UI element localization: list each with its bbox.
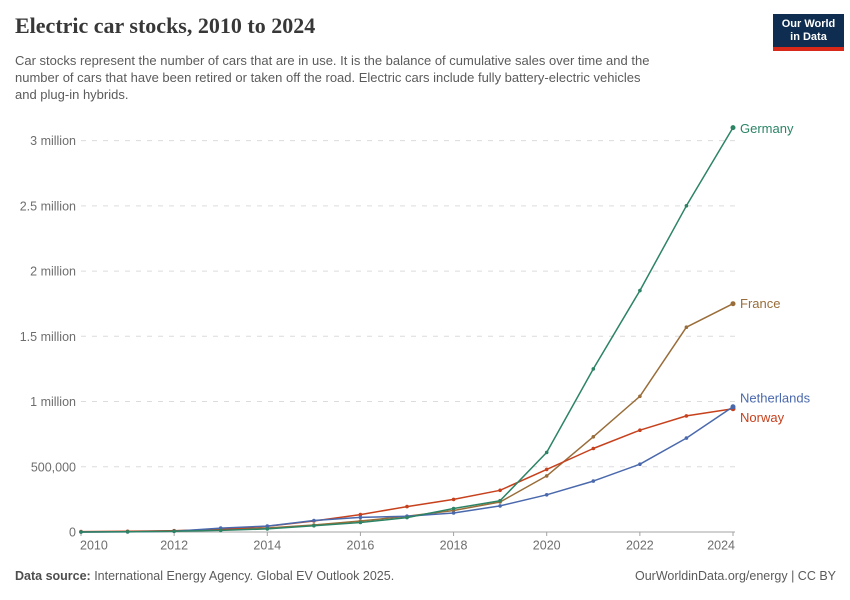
owid-logo[interactable]: Our World in Data (773, 14, 844, 51)
series-line-france[interactable] (80, 303, 734, 533)
series-label-france[interactable]: France (740, 296, 780, 311)
series-point-norway (405, 504, 409, 509)
series-point-germany (218, 528, 223, 533)
series-point-france (638, 394, 642, 399)
x-tick-label: 2020 (533, 539, 561, 553)
series-point-germany (405, 515, 409, 520)
series-point-germany (498, 498, 502, 503)
series-point-germany (591, 367, 596, 371)
x-tick-label: 2014 (253, 539, 281, 553)
subtitle-line: number of cars that have been retired or… (15, 70, 641, 85)
x-tick-label: 2010 (80, 539, 108, 553)
series-point-france (544, 474, 549, 478)
series-point-france (730, 301, 736, 307)
x-tick-label: 2012 (160, 539, 188, 553)
series-point-netherlands (591, 479, 596, 483)
x-tick-label: 2016 (347, 539, 375, 553)
y-tick-label: 2 million (30, 265, 76, 279)
series-point-netherlands (638, 462, 642, 467)
series-label-netherlands[interactable]: Netherlands (740, 390, 811, 405)
owid-logo-line2: in Data (790, 31, 827, 43)
series-point-netherlands (312, 518, 316, 523)
series-point-norway (638, 428, 642, 433)
series-point-netherlands (451, 511, 456, 515)
series-point-netherlands (544, 493, 549, 497)
y-tick-label: 2.5 million (20, 199, 76, 213)
series-label-norway[interactable]: Norway (740, 410, 785, 425)
series-point-netherlands (684, 436, 689, 440)
owid-logo-line1: Our World (781, 18, 836, 30)
series-line-germany[interactable] (80, 127, 734, 533)
series-point-germany (265, 527, 270, 531)
series-point-germany (684, 204, 689, 208)
series-point-germany (544, 450, 549, 455)
y-tick-label: 0 (69, 526, 76, 540)
chart-title: Electric car stocks, 2010 to 2024 (15, 13, 316, 38)
series-point-germany (451, 506, 456, 511)
series-point-germany (125, 530, 130, 534)
series-point-germany (730, 125, 736, 131)
series-point-norway (358, 512, 363, 517)
series-point-norway (544, 467, 549, 472)
series-line-norway[interactable] (80, 407, 734, 533)
subtitle-line: and plug-in hybrids. (15, 87, 129, 102)
y-tick-label: 3 million (30, 134, 76, 148)
series-point-germany (172, 529, 176, 534)
credit-link[interactable]: OurWorldinData.org/energy | CC BY (634, 569, 836, 583)
series-line-netherlands[interactable] (80, 406, 734, 533)
series-point-netherlands (498, 504, 502, 508)
data-source-text: International Energy Agency. Global EV O… (90, 569, 395, 583)
series-point-france (684, 325, 689, 330)
subtitle-line: Car stocks represent the number of cars … (15, 53, 650, 68)
y-tick-label: 1 million (30, 395, 76, 409)
series-point-france (591, 435, 596, 439)
series-point-germany (638, 288, 642, 293)
x-tick-label: 2018 (440, 539, 468, 553)
data-source-label: Data source: (15, 569, 91, 583)
series-point-netherlands (358, 515, 363, 520)
series-label-germany[interactable]: Germany (740, 121, 794, 136)
series-point-germany (312, 523, 316, 528)
chart-subtitle: Car stocks represent the number of cars … (15, 52, 747, 103)
series-point-germany (79, 530, 83, 534)
series-point-norway (591, 446, 596, 451)
y-tick-label: 1.5 million (20, 330, 76, 344)
series-point-norway (451, 497, 456, 502)
series-point-netherlands (265, 524, 270, 528)
data-source: Data source: International Energy Agency… (15, 569, 394, 583)
y-tick-label: 500,000 (31, 460, 76, 474)
x-tick-label: 2024 (707, 539, 735, 553)
series-point-germany (358, 520, 363, 525)
series-point-norway (684, 414, 689, 418)
x-tick-label: 2022 (626, 539, 654, 553)
series-point-netherlands (730, 404, 736, 410)
series-point-norway (498, 488, 502, 493)
